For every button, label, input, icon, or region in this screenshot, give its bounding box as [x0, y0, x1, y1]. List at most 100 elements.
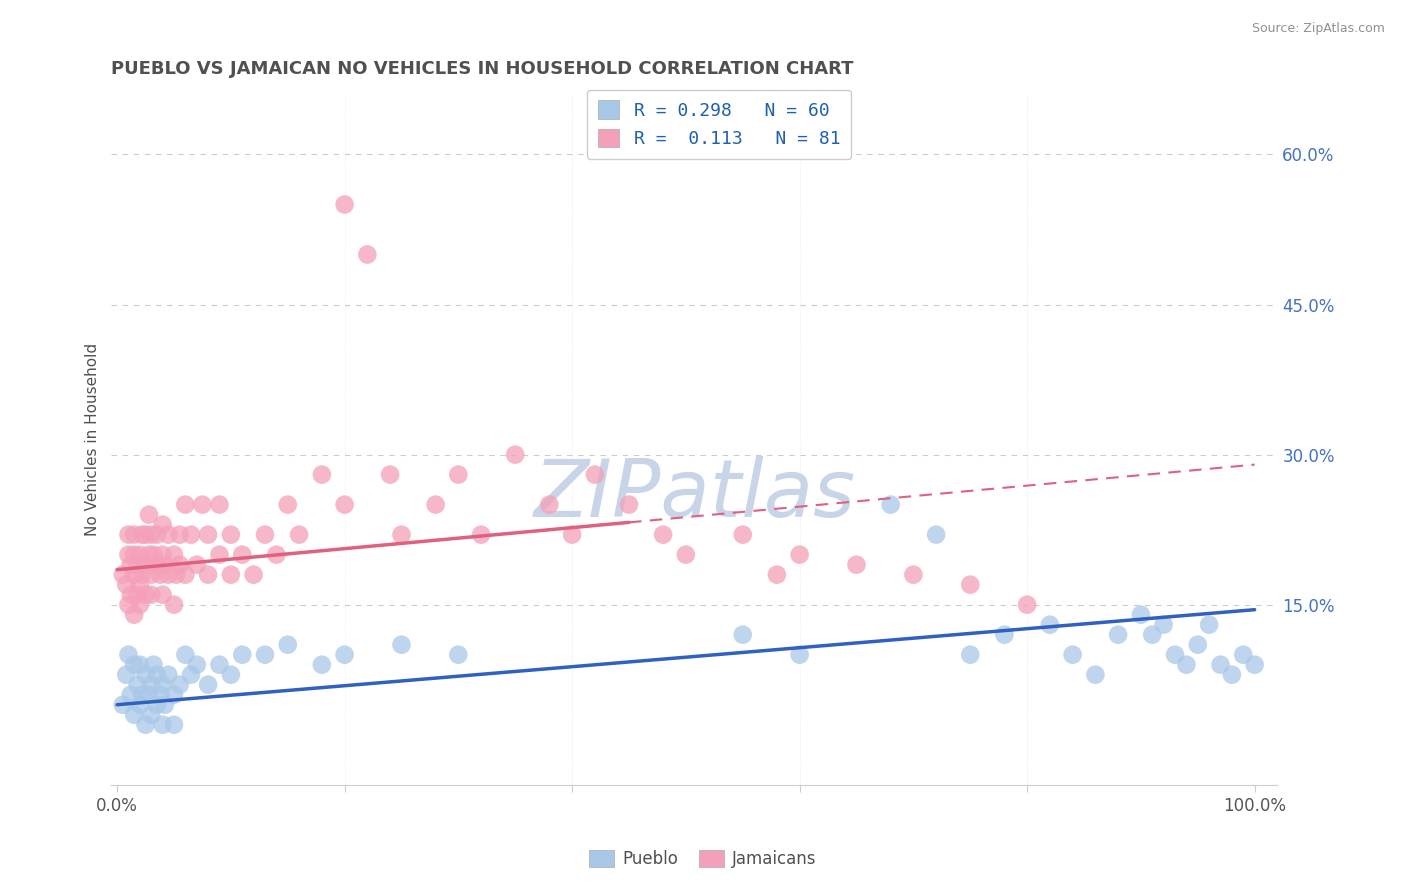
- Point: [356, 247, 378, 261]
- Point: [131, 688, 153, 702]
- Text: PUEBLO VS JAMAICAN NO VEHICLES IN HOUSEHOLD CORRELATION CHART: PUEBLO VS JAMAICAN NO VEHICLES IN HOUSEH…: [111, 60, 853, 78]
- Point: [208, 548, 231, 562]
- Point: [128, 657, 150, 672]
- Point: [617, 498, 640, 512]
- Point: [163, 717, 186, 731]
- Point: [1129, 607, 1152, 622]
- Point: [959, 577, 981, 591]
- Point: [503, 448, 526, 462]
- Point: [135, 667, 157, 681]
- Text: ZIPatlas: ZIPatlas: [533, 456, 855, 533]
- Point: [120, 688, 142, 702]
- Point: [117, 598, 139, 612]
- Point: [253, 648, 276, 662]
- Point: [378, 467, 401, 482]
- Text: Source: ZipAtlas.com: Source: ZipAtlas.com: [1251, 22, 1385, 36]
- Point: [277, 638, 299, 652]
- Point: [1175, 657, 1198, 672]
- Point: [333, 197, 356, 211]
- Point: [141, 567, 163, 582]
- Point: [146, 698, 169, 712]
- Point: [152, 517, 174, 532]
- Point: [169, 558, 191, 572]
- Point: [174, 498, 197, 512]
- Point: [117, 648, 139, 662]
- Point: [538, 498, 561, 512]
- Point: [845, 558, 868, 572]
- Point: [149, 688, 172, 702]
- Point: [208, 498, 231, 512]
- Point: [141, 678, 163, 692]
- Point: [142, 657, 165, 672]
- Point: [138, 508, 160, 522]
- Y-axis label: No Vehicles in Household: No Vehicles in Household: [86, 343, 100, 536]
- Point: [1153, 617, 1175, 632]
- Point: [242, 567, 264, 582]
- Point: [675, 548, 697, 562]
- Point: [163, 598, 186, 612]
- Point: [197, 678, 219, 692]
- Point: [141, 707, 163, 722]
- Point: [138, 688, 160, 702]
- Point: [277, 498, 299, 512]
- Legend: R = 0.298   N = 60, R =  0.113   N = 81: R = 0.298 N = 60, R = 0.113 N = 81: [586, 90, 851, 159]
- Point: [169, 527, 191, 541]
- Point: [142, 548, 165, 562]
- Point: [1039, 617, 1062, 632]
- Point: [157, 667, 180, 681]
- Point: [152, 717, 174, 731]
- Point: [1209, 657, 1232, 672]
- Point: [146, 527, 169, 541]
- Point: [925, 527, 948, 541]
- Point: [149, 567, 172, 582]
- Point: [128, 698, 150, 712]
- Point: [163, 548, 186, 562]
- Point: [141, 527, 163, 541]
- Point: [391, 527, 413, 541]
- Point: [1017, 598, 1039, 612]
- Point: [120, 588, 142, 602]
- Point: [1243, 657, 1265, 672]
- Point: [197, 567, 219, 582]
- Point: [1107, 628, 1129, 642]
- Point: [122, 657, 145, 672]
- Point: [789, 648, 811, 662]
- Point: [231, 548, 253, 562]
- Point: [111, 567, 134, 582]
- Point: [135, 588, 157, 602]
- Point: [1198, 617, 1220, 632]
- Point: [1062, 648, 1084, 662]
- Point: [135, 558, 157, 572]
- Point: [180, 667, 202, 681]
- Point: [219, 527, 242, 541]
- Point: [127, 558, 149, 572]
- Point: [253, 527, 276, 541]
- Point: [146, 667, 169, 681]
- Point: [219, 667, 242, 681]
- Point: [157, 567, 180, 582]
- Point: [266, 548, 288, 562]
- Point: [165, 567, 187, 582]
- Point: [153, 698, 176, 712]
- Point: [993, 628, 1015, 642]
- Point: [111, 698, 134, 712]
- Point: [152, 678, 174, 692]
- Point: [153, 558, 176, 572]
- Point: [115, 577, 138, 591]
- Point: [152, 548, 174, 562]
- Point: [122, 707, 145, 722]
- Point: [731, 628, 754, 642]
- Point: [1164, 648, 1187, 662]
- Point: [186, 558, 208, 572]
- Point: [169, 678, 191, 692]
- Point: [157, 527, 180, 541]
- Point: [131, 567, 153, 582]
- Point: [959, 648, 981, 662]
- Point: [122, 527, 145, 541]
- Point: [1142, 628, 1164, 642]
- Point: [122, 548, 145, 562]
- Point: [219, 567, 242, 582]
- Point: [135, 527, 157, 541]
- Point: [391, 638, 413, 652]
- Point: [333, 498, 356, 512]
